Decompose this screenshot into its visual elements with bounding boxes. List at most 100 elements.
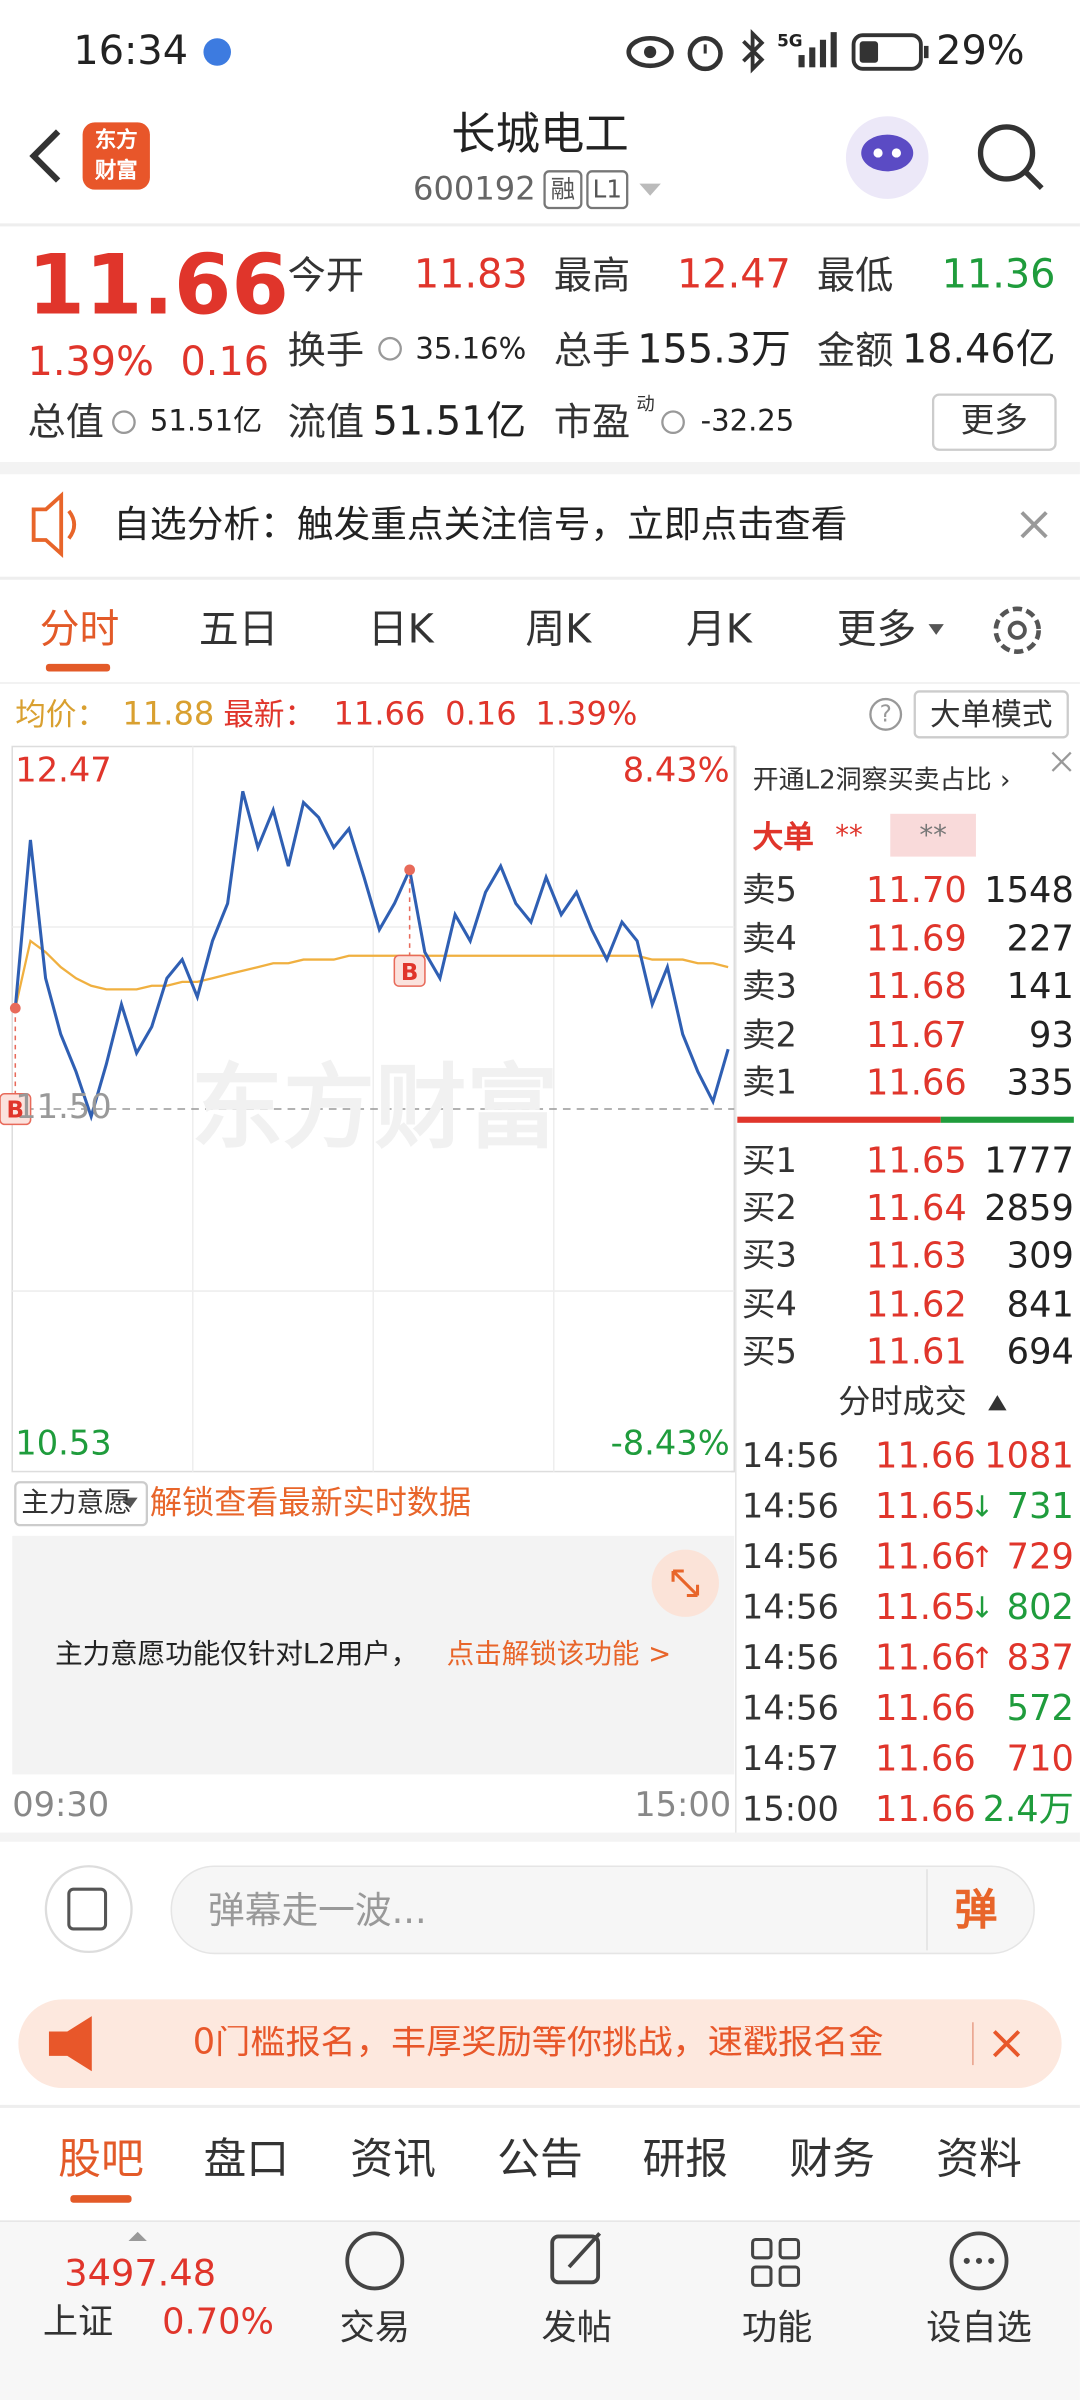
index-change: 0.70% <box>162 2302 274 2343</box>
trade-time: 15:00 <box>741 1791 839 1830</box>
book-volume: 141 <box>1006 967 1074 1008</box>
more-button[interactable]: 更多 <box>960 402 1028 441</box>
x-tick-label: 15:00 <box>634 1786 732 1825</box>
danmaku-button[interactable]: 弹 <box>954 1884 998 1936</box>
trade-volume: 837 <box>1006 1639 1074 1679</box>
bottom-tab[interactable]: 公告 <box>497 2133 583 2185</box>
comment-input[interactable]: 弹幕走一波... <box>208 1889 427 1933</box>
field-label: 总手 <box>553 328 631 373</box>
tab[interactable]: 周K <box>525 607 592 654</box>
trade-price: 11.66 <box>874 1538 976 1578</box>
book-volume: 694 <box>1006 1332 1074 1373</box>
change: 0.16 <box>180 339 270 386</box>
stock-tag: L1 <box>592 174 622 204</box>
help-icon[interactable]: ? <box>879 699 892 728</box>
bottom-tab[interactable]: 资讯 <box>350 2133 436 2185</box>
l2-link[interactable]: 开通L2洞察买卖占比 › <box>752 765 1011 797</box>
book-level: 卖2 <box>741 1016 797 1055</box>
unlock-link[interactable]: 解锁查看最新实时数据 <box>149 1484 472 1522</box>
trade-arrow: ↓ <box>969 1490 995 1525</box>
field-label: 今开 <box>287 253 365 298</box>
trades-title: 分时成交 <box>838 1383 967 1421</box>
status-time: 16:34 <box>73 29 189 75</box>
trade-volume: 710 <box>1006 1740 1074 1780</box>
book-level: 买2 <box>741 1190 797 1229</box>
y-tick-label: 11.50 <box>15 1089 112 1128</box>
trade-arrow: ↑ <box>969 1541 995 1575</box>
last-price: 11.66 <box>27 237 289 334</box>
nav-item[interactable]: 发帖 <box>541 2309 612 2349</box>
bottom-tab[interactable]: 股吧 <box>58 2133 144 2185</box>
field-value: -32.25 <box>700 404 795 439</box>
notice-link[interactable]: 点击解锁该功能 > <box>446 1638 672 1671</box>
trade-time: 14:56 <box>741 1538 839 1578</box>
book-volume: 1777 <box>984 1141 1074 1182</box>
trade-volume: 2.4万 <box>982 1790 1074 1831</box>
tab[interactable]: 分时 <box>39 607 120 654</box>
field-value: 11.36 <box>941 252 1056 299</box>
book-level: 买1 <box>741 1142 797 1181</box>
status-network: 5G <box>777 31 803 52</box>
nav-item[interactable]: 设自选 <box>926 2309 1032 2349</box>
big-order-value: ** <box>919 819 947 853</box>
trade-time: 14:57 <box>741 1740 839 1780</box>
tab[interactable]: 月K <box>686 607 752 654</box>
trade-time: 14:56 <box>741 1437 839 1477</box>
trade-arrow: ↑ <box>969 1642 995 1676</box>
nav-item[interactable]: 交易 <box>339 2309 410 2349</box>
tab[interactable]: 日K <box>367 607 434 654</box>
nav-item[interactable]: 功能 <box>741 2309 813 2349</box>
latest-label: 最新： <box>223 696 316 733</box>
field-value: 51.51亿 <box>149 404 263 439</box>
tab[interactable]: 五日 <box>198 607 279 654</box>
tab[interactable]: 更多 <box>836 607 917 654</box>
avg-line <box>14 938 729 1009</box>
book-volume: 1548 <box>984 871 1074 911</box>
field-sup: 动 <box>636 393 655 415</box>
field-value: 155.3万 <box>637 327 791 374</box>
avg-value: 11.88 <box>122 695 215 732</box>
bottom-tab[interactable]: 财务 <box>789 2133 876 2185</box>
trade-price: 11.65 <box>874 1588 976 1629</box>
field-label: 金额 <box>816 328 894 373</box>
trade-volume: 731 <box>1006 1487 1074 1528</box>
trade-price: 11.65 <box>874 1487 976 1528</box>
marker-box <box>393 954 426 987</box>
book-volume: 93 <box>1029 1015 1074 1056</box>
bottom-tab[interactable]: 研报 <box>642 2133 729 2185</box>
book-price: 11.67 <box>866 1015 967 1056</box>
pct-tick-label: 8.43% <box>622 752 730 791</box>
field-value: 35.16% <box>415 332 527 367</box>
mode-button[interactable]: 大单模式 <box>930 696 1053 733</box>
book-level: 买4 <box>741 1285 797 1325</box>
index-value: 3497.48 <box>64 2251 217 2295</box>
trade-marker: B <box>400 957 419 986</box>
dropdown[interactable]: 主力意愿 <box>21 1486 132 1519</box>
book-volume: 227 <box>1006 919 1074 960</box>
bottom-tab[interactable]: 盘口 <box>203 2133 290 2185</box>
book-price: 11.68 <box>866 967 967 1008</box>
book-level: 卖1 <box>741 1064 797 1103</box>
book-price: 11.62 <box>866 1285 967 1325</box>
field-value: 18.46亿 <box>901 327 1056 374</box>
book-level: 卖5 <box>741 871 797 911</box>
trade-price: 11.66 <box>874 1437 976 1477</box>
bottom-tab[interactable]: 资料 <box>936 2133 1022 2185</box>
book-volume: 335 <box>1006 1063 1074 1104</box>
watermark: 东方财富 <box>191 1055 559 1163</box>
book-level: 买3 <box>741 1238 797 1277</box>
trade-marker: B <box>6 1096 25 1124</box>
book-price: 11.64 <box>866 1189 967 1230</box>
price-line <box>13 790 730 1122</box>
stock-name: 长城电工 <box>451 107 629 160</box>
change-pct: 1.39% <box>27 339 154 386</box>
trade-time: 14:56 <box>741 1488 839 1527</box>
y-tick-label: 12.47 <box>15 752 112 791</box>
promo-text[interactable]: 0门槛报名，丰厚奖励等你挑战，速戳报名金 <box>192 2026 884 2062</box>
y-tick-label: 10.53 <box>15 1425 112 1464</box>
book-level: 买5 <box>741 1333 797 1372</box>
banner-text[interactable]: 自选分析：触发重点关注信号，立即点击查看 <box>113 503 848 547</box>
book-volume: 309 <box>1006 1237 1074 1278</box>
